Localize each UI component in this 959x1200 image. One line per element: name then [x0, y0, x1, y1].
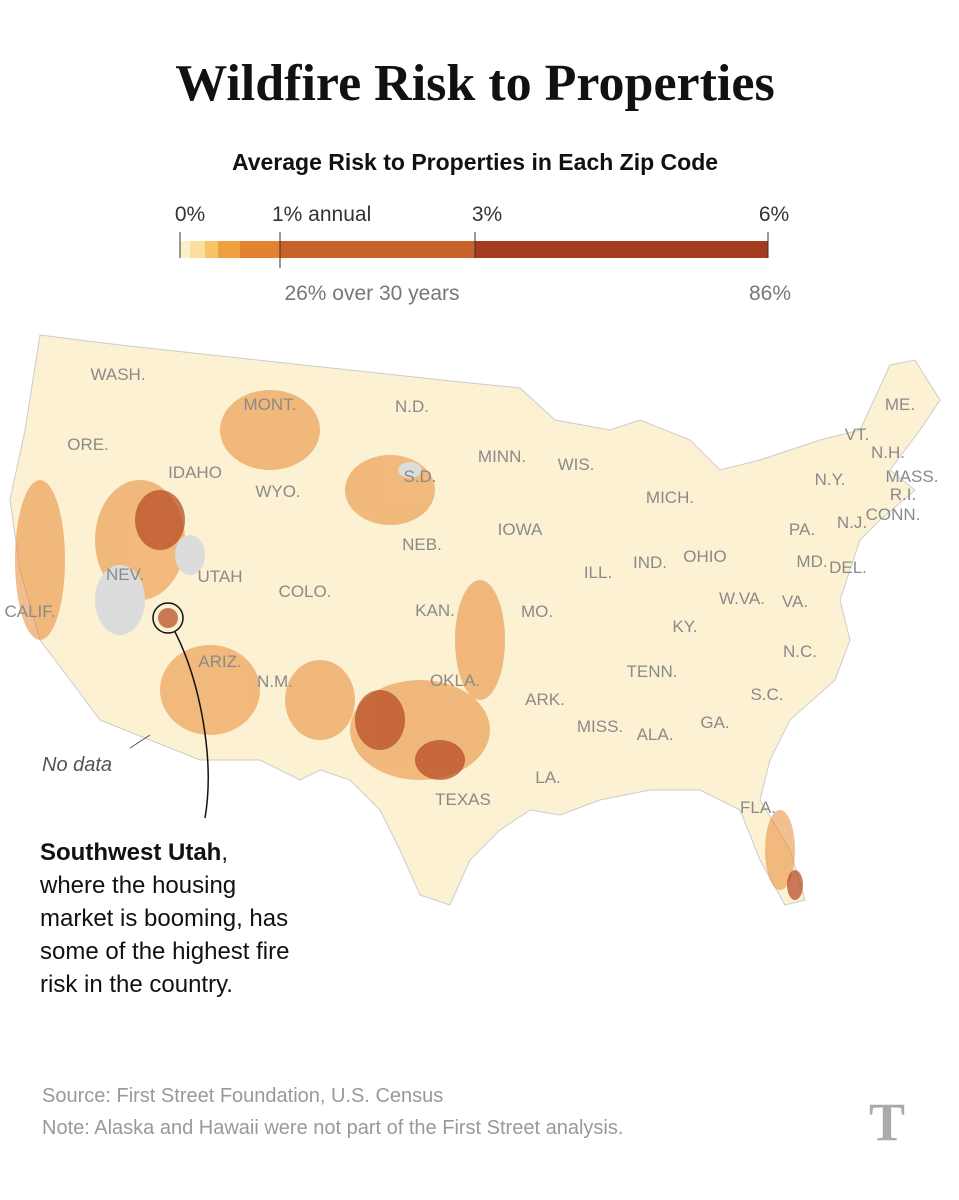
state-label: UTAH	[197, 567, 242, 586]
state-label: MO.	[521, 602, 553, 621]
annotation-bold: Southwest Utah	[40, 839, 221, 866]
state-label: VA.	[782, 592, 808, 611]
state-label: MISS.	[577, 717, 623, 736]
title: Wildfire Risk to Properties	[175, 55, 774, 112]
state-label: N.D.	[395, 397, 429, 416]
state-label: ARIZ.	[198, 652, 241, 671]
legend-label: 3%	[472, 203, 502, 226]
state-label: TENN.	[627, 662, 678, 681]
state-label: WASH.	[90, 365, 145, 384]
state-label: N.M.	[257, 672, 293, 691]
state-label: N.J.	[837, 513, 867, 532]
state-label: MINN.	[478, 447, 526, 466]
state-label: S.C.	[750, 685, 783, 704]
state-label: ME.	[885, 395, 915, 414]
source: Source: First Street Foundation, U.S. Ce…	[42, 1085, 443, 1107]
annotation-line: where the housing	[39, 872, 236, 899]
state-label: KAN.	[415, 601, 455, 620]
state-label: FLA.	[740, 798, 776, 817]
state-label: ILL.	[584, 563, 612, 582]
state-label: MD.	[796, 552, 827, 571]
state-label: MONT.	[244, 395, 297, 414]
state-label: MICH.	[646, 488, 694, 507]
state-label: N.Y.	[815, 470, 846, 489]
state-label: W.VA.	[719, 589, 765, 608]
legend-label: 0%	[175, 203, 205, 226]
state-label: CALIF.	[4, 602, 55, 621]
state-label: KY.	[672, 617, 697, 636]
logo: T	[869, 1092, 905, 1152]
annotation-line: risk in the country.	[40, 971, 233, 998]
state-label: IDAHO	[168, 463, 222, 482]
state-label: N.C.	[783, 642, 817, 661]
state-label: WYO.	[255, 482, 300, 501]
state-label: IOWA	[498, 520, 543, 539]
no-data-label: No data	[42, 754, 112, 776]
annotation-line: market is booming, has	[40, 905, 288, 932]
state-label: VT.	[845, 425, 870, 444]
state-label: R.I.	[890, 485, 916, 504]
state-label: S.D.	[403, 467, 436, 486]
annotation-suffix: ,	[221, 839, 228, 866]
legend-title: Average Risk to Properties in Each Zip C…	[232, 149, 718, 175]
state-label: DEL.	[829, 558, 867, 577]
legend-label: 6%	[759, 203, 789, 226]
state-label: GA.	[700, 713, 729, 732]
note: Note: Alaska and Hawaii were not part of…	[42, 1117, 623, 1139]
no-data-leader	[129, 734, 151, 749]
legend-label: 1% annual	[272, 203, 371, 226]
state-label: IND.	[633, 553, 667, 572]
state-label: ALA.	[637, 725, 674, 744]
state-label: PA.	[789, 520, 815, 539]
annotation-line: Southwest Utah,	[40, 839, 228, 866]
state-label: ORE.	[67, 435, 109, 454]
state-label: COLO.	[279, 582, 332, 601]
legend-label: 86%	[749, 282, 791, 305]
state-label: CONN.	[866, 505, 921, 524]
legend-bar	[179, 232, 769, 268]
state-label: TEXAS	[435, 790, 491, 809]
state-label: ARK.	[525, 690, 565, 709]
state-label: NEV.	[106, 565, 144, 584]
state-label: MASS.	[886, 467, 939, 486]
us-map	[9, 334, 941, 906]
state-label: WIS.	[558, 455, 595, 474]
state-label: N.H.	[871, 443, 905, 462]
annotation-leader	[174, 631, 209, 819]
state-label: OKLA.	[430, 671, 480, 690]
annotation-line: some of the highest fire	[40, 938, 289, 965]
state-label: LA.	[535, 768, 561, 787]
state-label: NEB.	[402, 535, 442, 554]
utah-circle	[152, 602, 184, 634]
legend-label: 26% over 30 years	[284, 282, 459, 305]
state-label: OHIO	[683, 547, 726, 566]
